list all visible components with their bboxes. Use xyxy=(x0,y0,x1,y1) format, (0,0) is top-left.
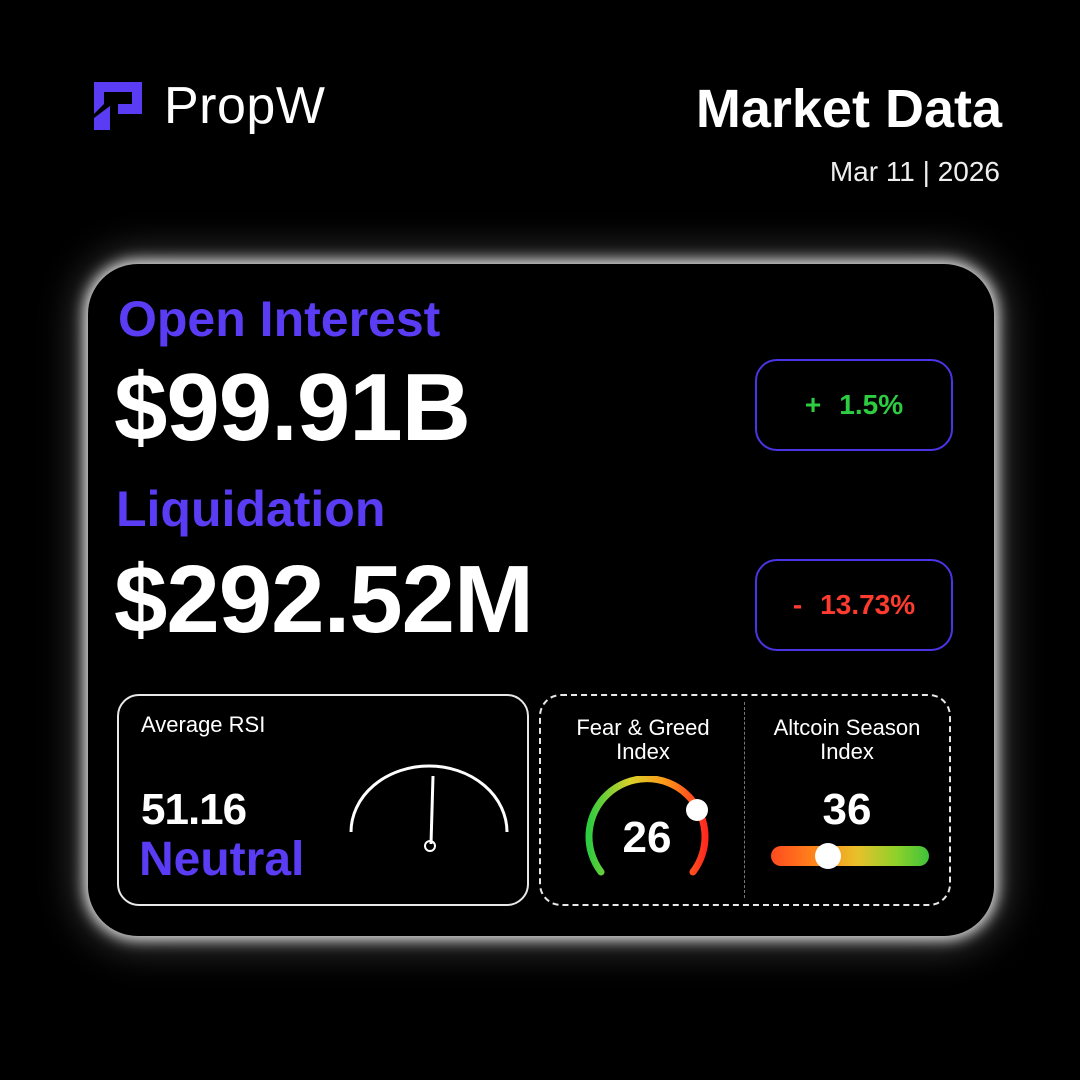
panel-divider xyxy=(744,702,745,898)
report-date: Mar 11 | 2026 xyxy=(829,156,1000,187)
rsi-panel: Average RSI 51.16 Neutral xyxy=(117,694,529,906)
rsi-value: 51.16 xyxy=(141,785,247,834)
propw-logo-icon xyxy=(94,82,142,130)
altcoin-season-title-line2: Index xyxy=(820,739,874,764)
altcoin-season-title-line1: Altcoin Season xyxy=(773,715,921,740)
page-title: Market Data xyxy=(695,79,1002,139)
fear-greed-value: 26 xyxy=(623,813,672,862)
rsi-title: Average RSI xyxy=(141,712,266,737)
altcoin-season-title: Altcoin Season Index xyxy=(745,716,949,764)
change-value: 1.5% xyxy=(839,389,904,420)
open-interest-value: $99.91B xyxy=(114,354,471,461)
altcoin-season-knob xyxy=(814,843,841,869)
fear-greed-gauge: 26 xyxy=(585,776,709,876)
change-sign: + xyxy=(804,389,822,420)
liquidation-label: Liquidation xyxy=(116,481,386,537)
liquidation-change-badge: - 13.73% xyxy=(755,559,953,651)
open-interest-change-badge: + 1.5% xyxy=(755,359,953,451)
index-panel: Fear & Greed Index 26 Altcoin Season Ind… xyxy=(539,694,951,906)
rsi-state: Neutral xyxy=(139,833,305,886)
change-value: 13.73% xyxy=(820,589,916,620)
altcoin-season-bar xyxy=(771,843,929,869)
market-card: Open Interest $99.91B + 1.5% Liquidation… xyxy=(88,264,994,936)
fear-greed-title: Fear & Greed Index xyxy=(541,716,745,764)
altcoin-season-value: 36 xyxy=(822,785,872,834)
open-interest-label: Open Interest xyxy=(118,291,441,347)
brand-name: PropW xyxy=(164,77,326,135)
liquidation-value: $292.52M xyxy=(114,546,534,653)
fear-greed-title-line2: Index xyxy=(616,739,670,764)
fear-greed-title-line1: Fear & Greed xyxy=(576,715,710,740)
change-sign: - xyxy=(792,589,803,620)
needle-gauge-icon xyxy=(349,764,509,852)
brand-logo: PropW xyxy=(88,76,325,136)
